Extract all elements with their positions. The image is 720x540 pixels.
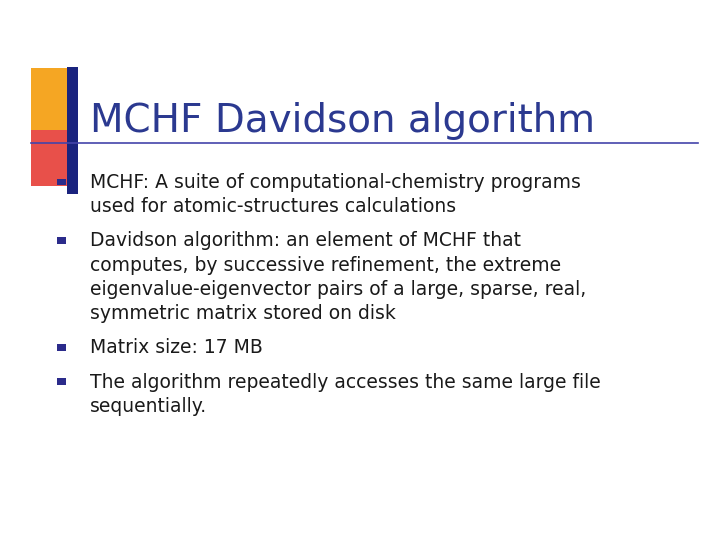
Bar: [31, 130, 68, 186]
Bar: [57, 179, 66, 185]
Bar: [57, 379, 66, 385]
Bar: [57, 344, 66, 350]
Text: The algorithm repeatedly accesses the same large file
sequentially.: The algorithm repeatedly accesses the sa…: [90, 373, 600, 416]
Bar: [67, 68, 78, 194]
Text: MCHF: A suite of computational-chemistry programs
used for atomic-structures cal: MCHF: A suite of computational-chemistry…: [90, 173, 581, 216]
Bar: [57, 237, 66, 244]
Text: MCHF Davidson algorithm: MCHF Davidson algorithm: [90, 103, 595, 140]
Text: Davidson algorithm: an element of MCHF that
computes, by successive refinement, : Davidson algorithm: an element of MCHF t…: [90, 231, 586, 323]
Bar: [40, 93, 68, 138]
Text: Matrix size: 17 MB: Matrix size: 17 MB: [90, 339, 263, 357]
Bar: [31, 68, 68, 130]
